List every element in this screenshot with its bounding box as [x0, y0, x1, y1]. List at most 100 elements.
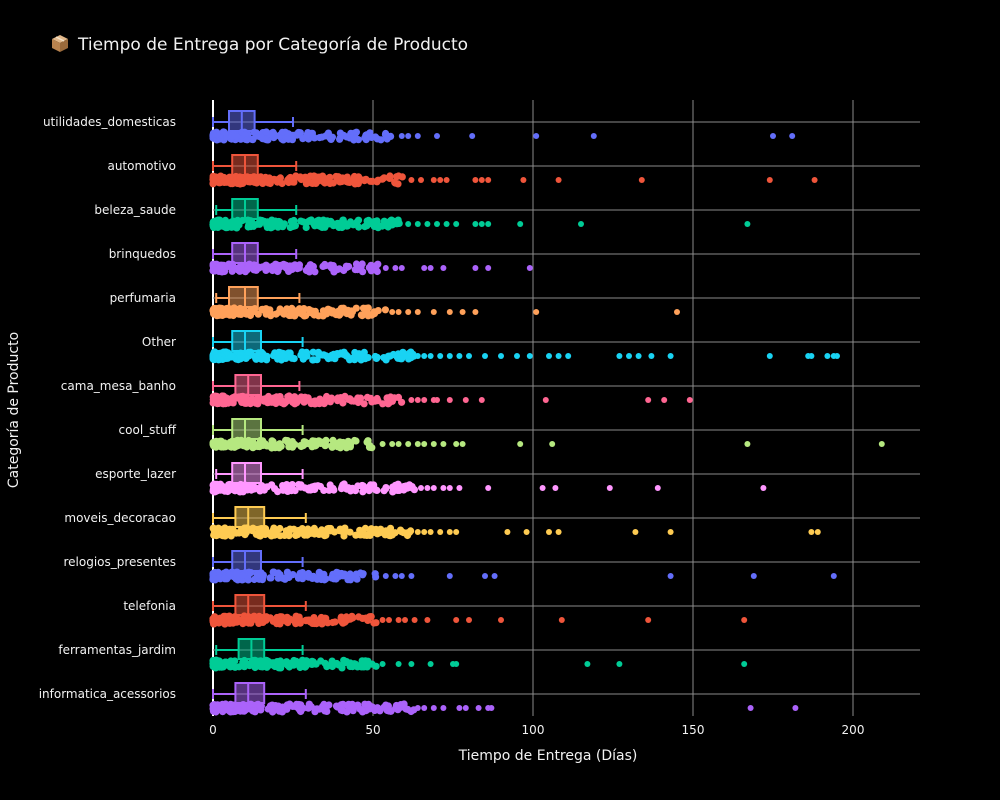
box-iqr	[234, 682, 266, 704]
data-point	[227, 352, 235, 361]
data-point	[304, 525, 312, 533]
data-point	[372, 662, 380, 670]
outlier-point	[546, 529, 552, 535]
outlier-point	[379, 617, 386, 623]
data-point	[312, 179, 320, 187]
data-point	[213, 393, 221, 401]
outlier-point	[552, 485, 559, 491]
outlier-point	[427, 353, 434, 359]
data-point	[305, 616, 313, 624]
data-point	[248, 527, 256, 535]
data-point	[302, 223, 310, 232]
data-point	[401, 484, 409, 493]
outlier-point	[514, 353, 520, 359]
data-point	[247, 700, 255, 708]
data-point	[237, 310, 245, 318]
data-point	[300, 305, 308, 313]
series-Other	[209, 330, 840, 364]
data-point	[236, 173, 244, 181]
points-band	[209, 128, 395, 144]
outlier-point	[446, 573, 453, 579]
outlier-point	[824, 353, 831, 359]
series-informatica_acessorios	[209, 682, 799, 716]
data-point	[220, 525, 228, 533]
data-point	[340, 480, 348, 488]
outlier-point	[488, 705, 495, 711]
data-point	[335, 265, 343, 273]
data-point	[312, 441, 320, 449]
data-point	[263, 528, 271, 536]
data-point	[221, 575, 229, 583]
data-point	[329, 485, 337, 493]
data-point	[209, 707, 218, 715]
y-tick-label: Other	[142, 335, 176, 349]
outlier-point	[453, 617, 460, 623]
data-point	[310, 397, 318, 405]
data-point	[393, 173, 401, 181]
outlier-point	[766, 353, 773, 359]
data-point	[250, 612, 258, 620]
outlier-point	[814, 529, 821, 535]
data-point	[270, 394, 278, 402]
outlier-point	[498, 353, 504, 359]
outlier-point	[456, 485, 463, 491]
data-point	[234, 706, 242, 714]
outlier-point	[386, 617, 392, 623]
data-point	[284, 135, 293, 143]
x-tick-label: 100	[522, 723, 545, 737]
outlier-point	[830, 573, 837, 579]
data-point	[238, 216, 247, 225]
data-point	[259, 571, 267, 579]
outlier-point	[491, 573, 498, 579]
data-point	[256, 616, 264, 624]
outlier-point	[446, 309, 453, 315]
data-point	[233, 217, 241, 225]
data-point	[409, 484, 417, 492]
data-point	[346, 528, 354, 536]
data-point	[271, 662, 279, 671]
outlier-point	[430, 705, 437, 711]
outlier-point	[482, 353, 488, 359]
outlier-point	[504, 529, 511, 535]
data-point	[244, 348, 253, 356]
data-point	[233, 222, 241, 230]
data-point	[310, 614, 318, 622]
data-point	[266, 179, 274, 188]
data-point	[327, 135, 335, 143]
data-point	[373, 267, 381, 276]
data-point	[307, 216, 315, 224]
outlier-point	[414, 529, 421, 535]
y-tick-label: ferramentas_jardim	[58, 643, 176, 657]
outlier-point	[565, 353, 572, 359]
data-point	[315, 400, 324, 408]
outlier-point	[744, 441, 751, 447]
data-point	[371, 133, 380, 141]
points-band	[209, 172, 406, 188]
data-point	[268, 266, 277, 275]
data-point	[268, 129, 277, 137]
data-point	[234, 264, 242, 272]
data-point	[226, 659, 234, 668]
data-point	[361, 524, 369, 533]
data-point	[373, 178, 381, 186]
data-point	[309, 356, 317, 364]
series-esporte_lazer	[209, 462, 767, 496]
data-point	[326, 179, 334, 188]
outlier-point	[453, 529, 460, 535]
data-point	[297, 707, 305, 716]
data-point	[239, 571, 247, 580]
data-point	[332, 702, 341, 710]
data-point	[262, 266, 270, 274]
data-point	[220, 128, 228, 136]
data-point	[341, 524, 349, 532]
outlier-point	[747, 705, 754, 711]
data-point	[352, 350, 360, 358]
data-point	[379, 400, 387, 408]
outlier-point	[485, 221, 492, 227]
data-point	[300, 312, 308, 320]
points-band	[209, 656, 380, 672]
box-iqr	[234, 506, 266, 528]
data-point	[342, 262, 350, 270]
data-point	[247, 569, 255, 577]
